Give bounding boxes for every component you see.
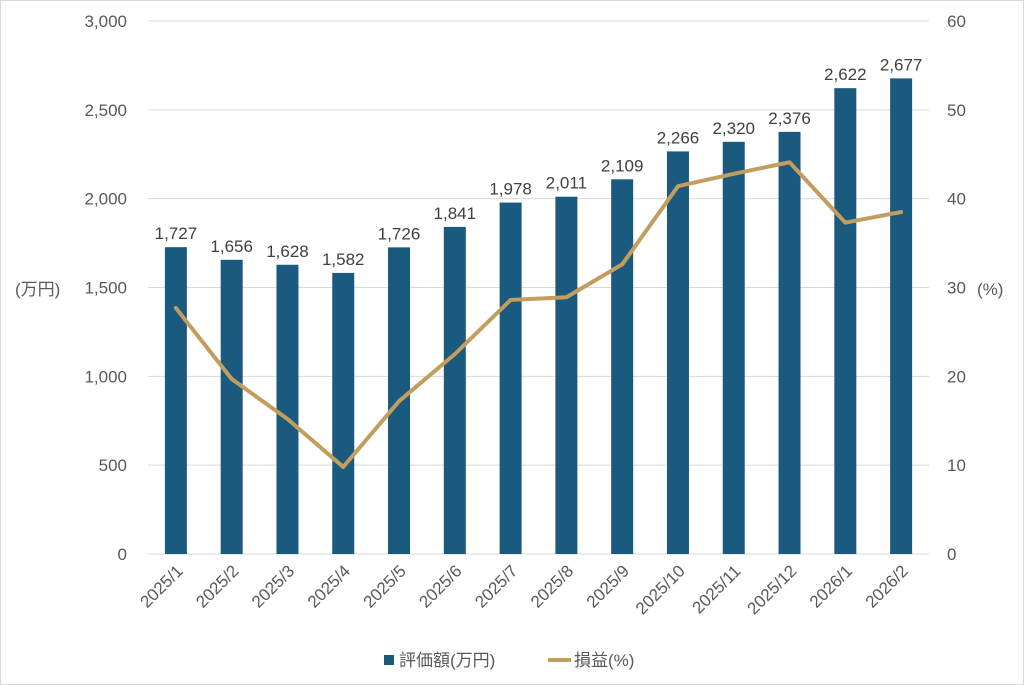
bar-data-label: 2,011 [546, 174, 587, 193]
bar [555, 196, 578, 554]
bar-data-label: 1,582 [322, 250, 365, 269]
bar [164, 247, 187, 554]
bar-data-label: 1,841 [434, 204, 477, 223]
bar [220, 259, 243, 554]
bar [276, 264, 299, 554]
bar [778, 131, 801, 554]
legend-bar-swatch [384, 655, 394, 665]
bar-data-label: 2,109 [601, 156, 644, 175]
right-tick-label: 40 [947, 190, 966, 209]
bar [332, 272, 355, 554]
left-tick-label: 2,000 [84, 190, 127, 209]
left-axis-ticks: 0 500 1,000 1,500 2,000 2,500 3,000 [84, 12, 127, 564]
x-tick-label: 2025/11 [689, 561, 745, 617]
data-labels: 1,727 1,656 1,628 1,582 1,726 1,841 1,978 2,011… [155, 55, 923, 269]
bar-data-label: 1,656 [210, 237, 253, 256]
x-tick-label: 2026/2 [862, 561, 912, 611]
x-tick-label: 2025/6 [415, 561, 465, 611]
x-tick-label: 2025/12 [743, 561, 800, 618]
x-axis-ticks: 2025/1 2025/2 2025/3 2025/4 2025/5 2025/6 2025… [137, 561, 912, 618]
right-axis-ticks: 0 10 20 30 40 50 60 [947, 12, 966, 564]
bar-data-label: 1,978 [489, 180, 532, 199]
bar [443, 226, 466, 555]
legend-line-label: 損益(%) [574, 651, 634, 670]
right-tick-label: 0 [947, 545, 956, 564]
right-tick-label: 10 [947, 456, 966, 475]
x-tick-label: 2025/5 [360, 561, 410, 611]
left-tick-label: 3,000 [84, 12, 127, 31]
left-tick-label: 2,500 [84, 101, 127, 120]
bar-data-label: 2,622 [824, 65, 867, 84]
x-tick-label: 2025/3 [248, 561, 298, 611]
left-tick-label: 1,500 [84, 279, 127, 298]
x-tick-label: 2025/2 [192, 561, 242, 611]
bar-data-label: 2,677 [880, 55, 923, 74]
left-tick-label: 1,000 [84, 367, 127, 386]
bar [611, 179, 634, 554]
x-tick-label: 2025/8 [527, 561, 577, 611]
bar-data-label: 1,727 [155, 224, 198, 243]
x-tick-label: 2025/10 [632, 561, 689, 618]
x-tick-label: 2025/9 [583, 561, 633, 611]
x-tick-label: 2025/4 [304, 561, 354, 611]
x-tick-label: 2026/1 [806, 561, 856, 611]
bar-data-label: 1,628 [266, 242, 309, 261]
right-axis-unit: (%) [977, 280, 1003, 299]
left-axis-unit: (万円) [15, 280, 60, 299]
line-series [173, 160, 904, 469]
right-tick-label: 50 [947, 101, 966, 120]
bar [722, 141, 745, 554]
bar-data-label: 1,726 [378, 224, 421, 243]
legend-bar-label: 評価額(万円) [399, 651, 495, 670]
right-tick-label: 60 [947, 12, 966, 31]
bar [834, 88, 857, 555]
x-tick-label: 2025/7 [471, 561, 521, 611]
x-tick-label: 2025/1 [137, 561, 187, 611]
bar-data-label: 2,266 [657, 128, 700, 147]
bar [499, 202, 522, 555]
right-tick-label: 20 [947, 367, 966, 386]
right-tick-label: 30 [947, 279, 966, 298]
left-tick-label: 0 [118, 545, 127, 564]
bar-data-label: 2,320 [712, 119, 755, 138]
left-tick-label: 500 [99, 456, 127, 475]
profit-line [173, 160, 904, 469]
bar-data-label: 2,376 [768, 109, 811, 128]
gridlines [148, 20, 929, 555]
bar [890, 78, 913, 555]
bar [666, 151, 689, 554]
legend: 評価額(万円) 損益(%) [384, 651, 634, 670]
bar-series [164, 78, 913, 555]
